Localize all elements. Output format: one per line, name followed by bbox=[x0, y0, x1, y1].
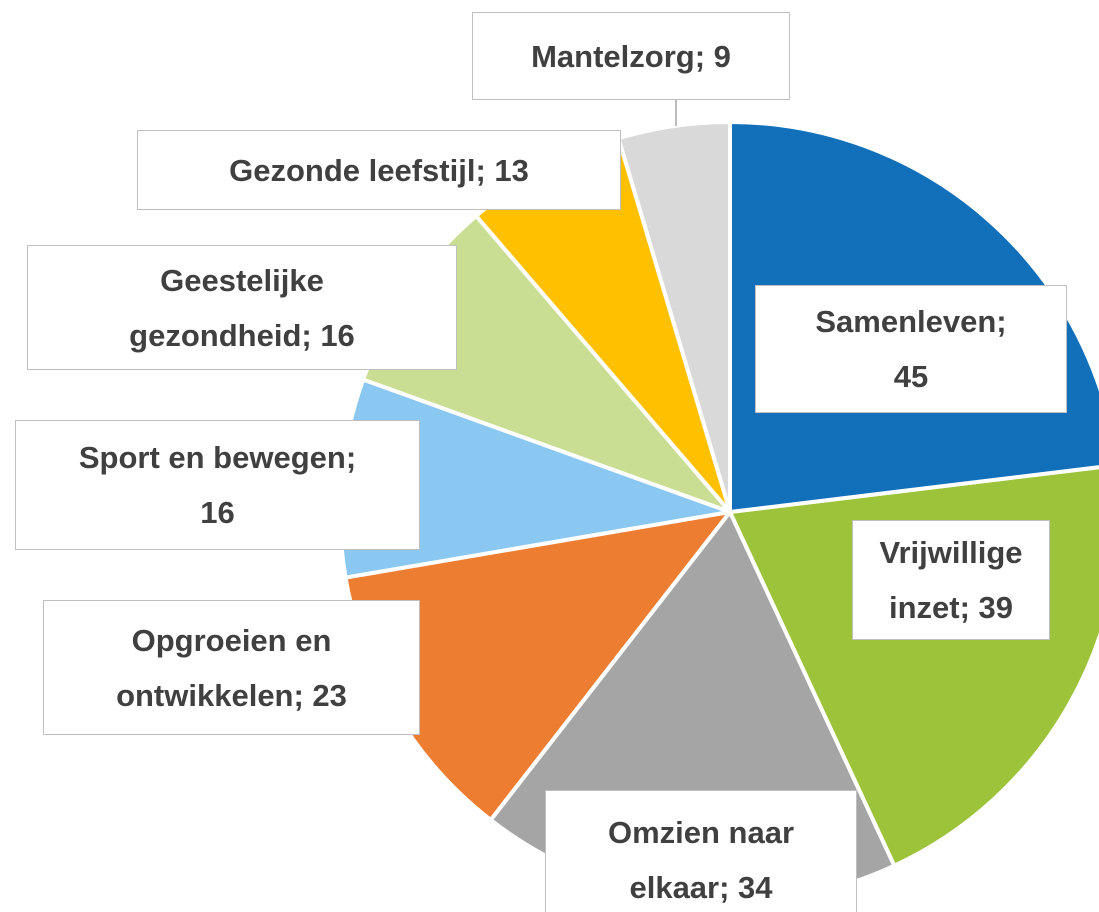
data-label-box: Vrijwillige inzet; 39 bbox=[852, 520, 1050, 640]
data-label: Geestelijke gezondheid; 16 bbox=[129, 262, 355, 353]
data-label: Sport en bewegen; 16 bbox=[78, 440, 357, 530]
data-label: Mantelzorg; 9 bbox=[531, 38, 731, 74]
data-label: Vrijwillige inzet; 39 bbox=[879, 535, 1023, 625]
data-label-box: Samenleven; 45 bbox=[755, 285, 1067, 413]
data-label: Gezonde leefstijl; 13 bbox=[229, 152, 529, 188]
data-label-box: Geestelijke gezondheid; 16 bbox=[27, 245, 457, 370]
data-label: Opgroeien en ontwikkelen; 23 bbox=[116, 622, 347, 713]
data-label-box: Sport en bewegen; 16 bbox=[15, 420, 420, 550]
data-label: Omzien naar elkaar; 34 bbox=[607, 815, 795, 905]
data-label-box: Opgroeien en ontwikkelen; 23 bbox=[43, 600, 420, 735]
data-label-box: Gezonde leefstijl; 13 bbox=[137, 130, 621, 210]
data-label-box: Omzien naar elkaar; 34 bbox=[545, 790, 857, 912]
data-label-box: Mantelzorg; 9 bbox=[472, 12, 790, 100]
data-label: Samenleven; 45 bbox=[815, 304, 1007, 394]
